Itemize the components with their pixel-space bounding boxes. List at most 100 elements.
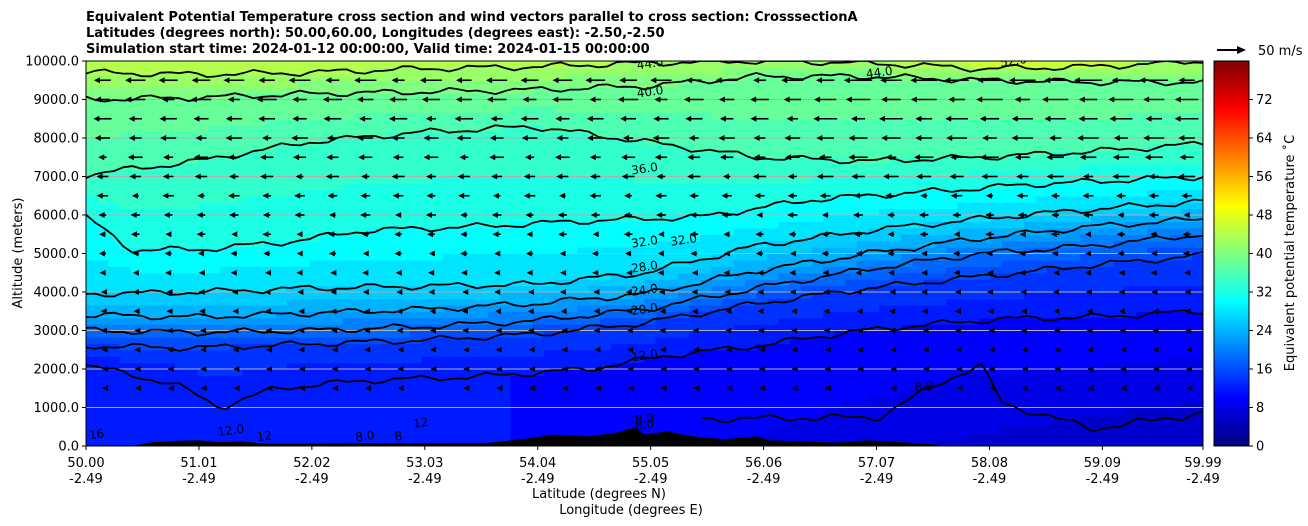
field-cell [398, 227, 411, 235]
field-cell [778, 317, 791, 325]
field-cell [499, 112, 512, 120]
field-cell [141, 215, 154, 223]
field-cell [543, 356, 556, 364]
field-cell [711, 304, 724, 312]
field-cell [521, 394, 534, 402]
field-cell [610, 240, 623, 248]
field-cell [644, 324, 657, 332]
field-cell [957, 240, 970, 248]
field-cell [543, 93, 556, 101]
field-cell [421, 163, 433, 171]
field-cell [733, 105, 746, 113]
field-cell [789, 426, 802, 434]
field-cell [923, 247, 936, 255]
field-cell [409, 298, 422, 306]
field-cell [119, 112, 132, 120]
field-cell [432, 336, 445, 344]
field-cell [946, 362, 958, 370]
field-cell [700, 388, 713, 396]
field-cell [789, 362, 802, 370]
field-cell [186, 176, 199, 184]
field-cell [432, 247, 445, 255]
field-cell [510, 266, 523, 274]
field-cell [488, 73, 500, 81]
field-cell [666, 259, 679, 267]
field-cell [454, 150, 467, 158]
field-cell [756, 234, 768, 242]
field-cell [208, 324, 221, 332]
field-cell [153, 80, 165, 88]
field-cell [756, 86, 768, 94]
field-cell [275, 285, 288, 293]
field-cell [521, 362, 534, 370]
field-cell [488, 292, 500, 300]
field-cell [387, 189, 400, 197]
field-cell [923, 420, 936, 428]
field-cell [331, 215, 344, 223]
field-cell [588, 144, 601, 152]
field-cell [309, 426, 322, 434]
field-cell [555, 369, 567, 377]
field-cell [409, 61, 422, 69]
field-cell [164, 336, 176, 344]
field-cell [644, 356, 657, 364]
field-cell [834, 272, 847, 280]
field-cell [845, 227, 858, 235]
field-cell [756, 362, 768, 370]
field-cell [812, 324, 824, 332]
field-cell [275, 118, 288, 126]
field-cell [220, 80, 232, 88]
field-cell [320, 336, 333, 344]
field-cell [789, 189, 802, 197]
field-cell [812, 407, 824, 415]
field-cell [722, 336, 735, 344]
field-cell [823, 279, 835, 287]
field-cell [398, 298, 411, 306]
field-cell [644, 170, 657, 178]
field-cell [588, 426, 601, 434]
field-cell [644, 227, 657, 235]
field-cell [253, 433, 266, 441]
field-cell [633, 285, 646, 293]
field-cell [733, 234, 746, 242]
field-cell [365, 292, 378, 300]
field-cell [253, 221, 266, 229]
field-cell [722, 369, 735, 377]
field-cell [901, 356, 914, 364]
field-cell [86, 163, 98, 171]
field-cell [845, 311, 858, 319]
field-cell [409, 279, 422, 287]
field-cell [298, 157, 310, 165]
field-cell [331, 439, 344, 446]
field-cell [655, 240, 668, 248]
field-cell [890, 401, 903, 409]
field-cell [588, 394, 601, 402]
field-cell [812, 240, 824, 248]
field-cell [521, 266, 534, 274]
field-cell [644, 144, 657, 152]
field-cell [823, 356, 835, 364]
field-cell [756, 189, 768, 197]
field-cell [287, 144, 299, 152]
field-cell [890, 163, 903, 171]
field-cell [488, 420, 500, 428]
field-cell [733, 73, 746, 81]
field-cell [398, 61, 411, 69]
chart-title-line-1: Equivalent Potential Temperature cross s… [86, 10, 858, 25]
field-cell [599, 343, 612, 351]
field-cell [800, 195, 813, 203]
field-cell [141, 439, 154, 446]
field-cell [264, 99, 277, 107]
field-cell [700, 330, 713, 338]
field-cell [610, 375, 623, 383]
field-cell [175, 292, 188, 300]
field-cell [153, 99, 165, 107]
field-cell [97, 349, 109, 357]
field-cell [655, 118, 668, 126]
field-cell [108, 304, 121, 312]
field-cell [990, 99, 1003, 107]
field-cell [879, 138, 891, 146]
field-cell [610, 394, 623, 402]
field-cell [923, 317, 936, 325]
field-cell [253, 163, 266, 171]
